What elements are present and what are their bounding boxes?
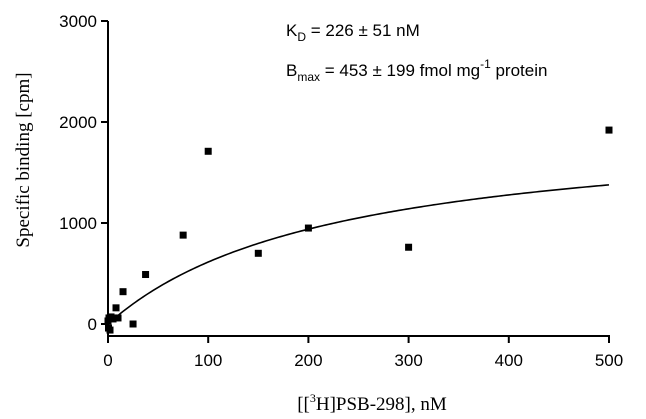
data-point-14 xyxy=(304,224,312,232)
kd-label: K xyxy=(286,21,298,40)
x-axis-title: [[3H]PSB-298], nM xyxy=(297,391,447,415)
y-tick-label-0: 0 xyxy=(88,315,97,334)
data-point-5 xyxy=(109,315,117,323)
data-point-7 xyxy=(114,314,122,322)
x-tick-label-500: 500 xyxy=(595,351,623,370)
data-point-10 xyxy=(142,271,150,279)
fit-curve xyxy=(107,184,610,325)
data-point-6 xyxy=(112,304,120,312)
x-axis-title-open: [[ xyxy=(297,394,310,415)
data-point-9 xyxy=(129,320,137,328)
data-point-13 xyxy=(254,249,262,257)
axes xyxy=(107,21,610,337)
y-tick-label-3000: 3000 xyxy=(59,12,97,31)
kd-sub: D xyxy=(297,30,306,44)
kd-text: = 226 ± 51 nM xyxy=(306,21,420,40)
data-points xyxy=(104,126,613,334)
bmax-annotation: Bmax = 453 ± 199 fmol mg-1 protein xyxy=(286,57,547,84)
data-point-12 xyxy=(204,147,212,155)
bmax-label: B xyxy=(286,61,297,80)
data-point-3 xyxy=(106,326,114,334)
x-tick-label-0: 0 xyxy=(103,351,112,370)
data-point-16 xyxy=(605,126,613,134)
kd-annotation: KD = 226 ± 51 nM xyxy=(286,21,420,44)
data-point-8 xyxy=(119,288,127,296)
y-tick-label-1000: 1000 xyxy=(59,214,97,233)
data-point-11 xyxy=(179,231,187,239)
x-axis-title-sup: 3 xyxy=(310,391,316,405)
data-point-15 xyxy=(405,243,413,251)
bmax-sup: -1 xyxy=(480,57,491,71)
y-tick-label-2000: 2000 xyxy=(59,113,97,132)
x-tick-label-100: 100 xyxy=(194,351,222,370)
fit-curve-layer xyxy=(107,184,610,325)
bmax-tail: protein xyxy=(491,61,548,80)
bmax-sub: max xyxy=(297,70,320,84)
x-tick-label-300: 300 xyxy=(394,351,422,370)
x-axis-title-rest: H]PSB-298], nM xyxy=(316,394,447,415)
ticks: 0 1000 2000 3000 0 100 200 300 400 500 xyxy=(59,12,623,370)
bmax-text: = 453 ± 199 fmol mg xyxy=(320,61,480,80)
x-tick-label-400: 400 xyxy=(495,351,523,370)
x-tick-label-200: 200 xyxy=(294,351,322,370)
y-axis-title: Specific binding [cpm] xyxy=(13,72,34,247)
